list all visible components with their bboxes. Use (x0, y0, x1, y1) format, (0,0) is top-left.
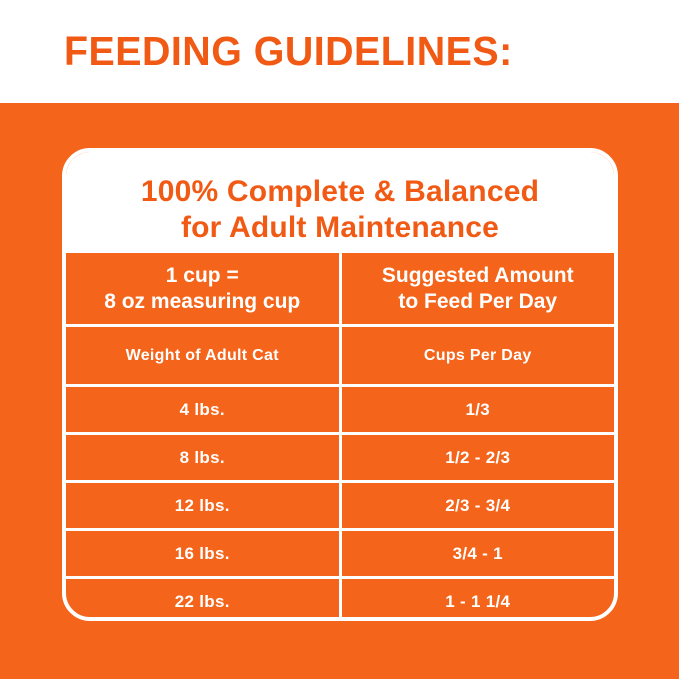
header-cup-line-1: 1 cup = (165, 263, 239, 287)
cell-cups: 1/2 - 2/3 (340, 433, 614, 483)
cell-weight: 4 lbs. (66, 385, 342, 435)
cell-cups: 1 - 1 1/4 (445, 591, 511, 611)
header-cup-line-2: 8 oz measuring cup (104, 289, 301, 313)
table-row: 4 lbs. 1/3 (66, 385, 614, 435)
table-row: 22 lbs. 1 - 1 1/4 (66, 577, 614, 617)
table-row: 8 lbs. 1/2 - 2/3 (66, 433, 614, 483)
feeding-guidelines-card: 100% Complete & Balanced for Adult Maint… (62, 148, 618, 621)
card-title-line-1: 100% Complete & Balanced (140, 175, 540, 208)
feeding-table: 1 cup = 8 oz measuring cup Suggested Amo… (66, 253, 614, 617)
table-column-header-row: Weight of Adult Cat Cups Per Day (66, 325, 614, 387)
header-amount-line-1: Suggested Amount (381, 263, 574, 287)
cell-cups: 3/4 - 1 (340, 529, 614, 579)
column-header-cups: Cups Per Day (340, 325, 614, 387)
header-amount-line-2: to Feed Per Day (398, 289, 558, 313)
page-banner: FEEDING GUIDELINES: (0, 0, 679, 103)
cell-cups: 1/3 (340, 385, 614, 435)
card-title: 100% Complete & Balanced for Adult Maint… (66, 152, 614, 253)
cell-weight: 22 lbs. (66, 577, 342, 617)
table-row: 12 lbs. 2/3 - 3/4 (66, 481, 614, 531)
header-cell-suggested-amount: Suggested Amount to Feed Per Day (340, 253, 614, 327)
cell-weight: 16 lbs. (66, 529, 342, 579)
page-title: FEEDING GUIDELINES: (64, 28, 513, 74)
cell-cups: 2/3 - 3/4 (340, 481, 614, 531)
cell-weight: 12 lbs. (66, 481, 342, 531)
cell-weight: 8 lbs. (66, 433, 342, 483)
column-header-weight: Weight of Adult Cat (66, 325, 342, 387)
card-title-line-2: for Adult Maintenance (180, 211, 500, 244)
table-header-row: 1 cup = 8 oz measuring cup Suggested Amo… (66, 253, 614, 327)
table-row: 16 lbs. 3/4 - 1 (66, 529, 614, 579)
header-cell-cup-equivalence: 1 cup = 8 oz measuring cup (66, 253, 342, 327)
